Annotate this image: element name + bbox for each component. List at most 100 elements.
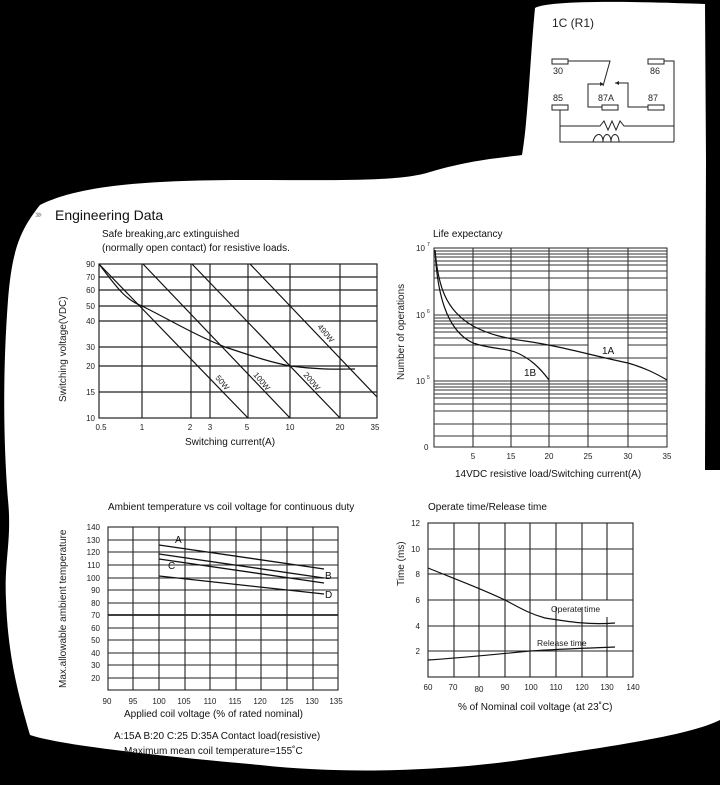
svg-text:135: 135 bbox=[329, 697, 343, 706]
pin-87-label: 87 bbox=[648, 93, 659, 103]
label-c: C bbox=[168, 561, 176, 572]
label-operate-time: Operate time bbox=[551, 604, 601, 614]
series-1b bbox=[434, 249, 550, 381]
svg-text:10: 10 bbox=[286, 423, 295, 432]
svg-text:0: 0 bbox=[424, 443, 429, 452]
svg-text:115: 115 bbox=[229, 697, 242, 706]
svg-text:10: 10 bbox=[86, 414, 95, 423]
ambient-temp-xlabel: Applied coil voltage (% of rated nominal… bbox=[124, 709, 303, 720]
svg-text:4: 4 bbox=[416, 622, 421, 631]
svg-text:0.5: 0.5 bbox=[95, 423, 107, 432]
svg-text:50: 50 bbox=[86, 302, 95, 311]
svg-text:60: 60 bbox=[86, 286, 95, 295]
label-b: B bbox=[325, 571, 332, 582]
svg-text:90: 90 bbox=[103, 697, 112, 706]
svg-text:100: 100 bbox=[152, 697, 166, 706]
ambient-temperature-chart: 140 130 120 110 100 90 80 70 60 50 40 30 20 90 95… bbox=[87, 523, 344, 706]
svg-text:50: 50 bbox=[91, 636, 100, 645]
ambient-temp-title: Ambient temperature vs coil voltage for … bbox=[108, 502, 355, 513]
svg-text:140: 140 bbox=[626, 683, 640, 692]
pin-30-label: 30 bbox=[553, 66, 564, 76]
svg-text:140: 140 bbox=[87, 523, 101, 532]
svg-text:105: 105 bbox=[177, 697, 191, 706]
svg-text:70: 70 bbox=[86, 273, 95, 282]
pin-86-label: 86 bbox=[650, 66, 661, 76]
svg-text:130: 130 bbox=[87, 536, 101, 545]
svg-text:80: 80 bbox=[91, 599, 100, 608]
svg-text:2: 2 bbox=[188, 423, 193, 432]
svg-text:120: 120 bbox=[87, 548, 101, 557]
svg-text:70: 70 bbox=[449, 683, 458, 692]
section-heading: Engineering Data bbox=[55, 207, 164, 223]
svg-text:15: 15 bbox=[507, 452, 516, 461]
svg-text:5: 5 bbox=[427, 375, 430, 381]
life-expectancy-xlabel: 14VDC resistive load/Switching current(A… bbox=[455, 469, 642, 480]
svg-text:10: 10 bbox=[416, 244, 425, 253]
svg-text:100: 100 bbox=[87, 574, 101, 583]
svg-text:20: 20 bbox=[91, 674, 100, 683]
svg-text:20: 20 bbox=[336, 423, 345, 432]
svg-text:10: 10 bbox=[411, 545, 420, 554]
operate-release-time-chart: 12 10 8 6 4 2 60 70 80 90 100 110 120 130 140 bbox=[411, 519, 640, 694]
svg-text:30: 30 bbox=[91, 661, 100, 670]
svg-text:125: 125 bbox=[280, 697, 294, 706]
pin-87a-label: 87A bbox=[598, 93, 615, 103]
life-expectancy-chart: 10 7 10 6 10 5 0 5 15 20 25 30 35 bbox=[416, 242, 672, 461]
svg-text:120: 120 bbox=[575, 683, 589, 692]
series-100w bbox=[142, 263, 291, 419]
series-b bbox=[158, 553, 325, 579]
svg-text:5: 5 bbox=[471, 452, 476, 461]
svg-text:110: 110 bbox=[87, 561, 100, 570]
ambient-temp-note-coil: Maximum mean coil temperature=155˚C bbox=[124, 746, 303, 757]
svg-text:70: 70 bbox=[91, 611, 100, 620]
svg-text:10: 10 bbox=[416, 311, 425, 320]
svg-text:25: 25 bbox=[584, 452, 593, 461]
svg-text:7: 7 bbox=[427, 242, 430, 248]
svg-text:40: 40 bbox=[86, 317, 95, 326]
svg-text:6: 6 bbox=[416, 596, 421, 605]
label-1a: 1A bbox=[602, 346, 615, 357]
svg-text:15: 15 bbox=[86, 388, 95, 397]
operate-time-title: Operate time/Release time bbox=[428, 502, 547, 513]
pin-85-label: 85 bbox=[553, 93, 564, 103]
svg-text:35: 35 bbox=[371, 423, 380, 432]
svg-text:90: 90 bbox=[91, 586, 100, 595]
svg-text:90: 90 bbox=[501, 683, 510, 692]
label-d: D bbox=[325, 590, 333, 601]
svg-text:130: 130 bbox=[600, 683, 614, 692]
svg-text:35: 35 bbox=[663, 452, 672, 461]
svg-text:20: 20 bbox=[86, 362, 95, 371]
relay-circuit-diagram bbox=[551, 58, 675, 143]
svg-text:1: 1 bbox=[140, 423, 145, 432]
operate-time-xlabel: % of Nominal coil voltage (at 23˚C) bbox=[458, 702, 613, 713]
svg-text:30: 30 bbox=[624, 452, 633, 461]
chevron-triple-icon: ››› bbox=[35, 209, 42, 221]
series-d bbox=[158, 575, 325, 595]
svg-text:40: 40 bbox=[91, 649, 100, 658]
svg-text:3: 3 bbox=[208, 423, 213, 432]
series-release-time bbox=[427, 646, 616, 661]
svg-text:110: 110 bbox=[204, 697, 217, 706]
operate-time-ylabel: Time (ms) bbox=[396, 541, 407, 586]
svg-text:5: 5 bbox=[245, 423, 250, 432]
series-safe-breaking-limit bbox=[98, 263, 356, 370]
label-a: A bbox=[175, 535, 182, 546]
svg-text:6: 6 bbox=[427, 309, 430, 315]
safe-breaking-title-line2: (normally open contact) for resistive lo… bbox=[102, 243, 290, 254]
series-1a bbox=[434, 249, 668, 381]
safe-breaking-title-line1: Safe breaking,arc extinguished bbox=[102, 229, 240, 240]
relay-diagram-title: 1C (R1) bbox=[552, 16, 595, 30]
svg-text:100: 100 bbox=[524, 683, 538, 692]
series-a bbox=[158, 544, 325, 570]
svg-text:2: 2 bbox=[416, 647, 421, 656]
life-expectancy-title: Life expectancy bbox=[433, 229, 503, 240]
series-operate-time bbox=[427, 567, 616, 625]
svg-text:60: 60 bbox=[91, 624, 100, 633]
svg-text:95: 95 bbox=[129, 697, 138, 706]
label-1b: 1B bbox=[524, 368, 537, 379]
svg-text:110: 110 bbox=[550, 683, 563, 692]
svg-text:120: 120 bbox=[253, 697, 267, 706]
series-490w bbox=[249, 263, 378, 398]
label-release-time: Release time bbox=[537, 638, 587, 648]
